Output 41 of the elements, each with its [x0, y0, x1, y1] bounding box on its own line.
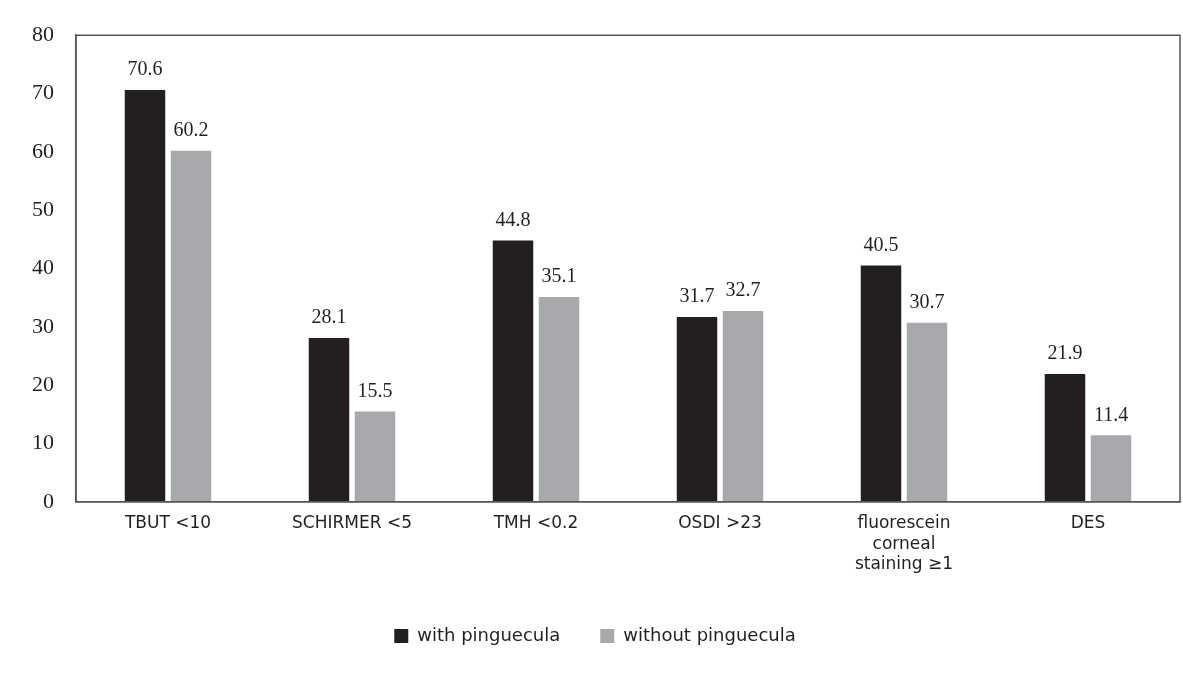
data-label: 40.5: [863, 232, 899, 255]
data-label: 32.7: [725, 278, 761, 301]
x-tick-label: fluorescein corneal staining ≥1: [854, 512, 954, 574]
bar: [170, 150, 212, 502]
bar: [906, 322, 948, 502]
data-label: 44.8: [495, 207, 531, 230]
bar: [308, 337, 350, 502]
data-label: 11.4: [1093, 402, 1129, 425]
bar: [676, 316, 718, 502]
x-tick-label: SCHIRMER <5: [292, 512, 412, 533]
y-tick-label: 10: [32, 429, 54, 455]
x-tick-label: TMH <0.2: [492, 512, 579, 533]
x-tick-label: OSDI >23: [678, 512, 762, 533]
y-tick-label: 0: [43, 487, 54, 513]
data-label: 35.1: [541, 264, 577, 287]
bar: [860, 265, 902, 502]
x-tick-label: DES: [1070, 512, 1106, 533]
legend-label: with pinguecula: [417, 623, 561, 645]
y-tick-label: 20: [32, 370, 54, 396]
legend-label: without pinguecula: [623, 623, 796, 645]
bar: [538, 297, 580, 502]
data-label: 15.5: [357, 378, 393, 401]
y-tick-label: 30: [32, 312, 54, 338]
y-tick-label: 70: [32, 79, 54, 105]
y-tick-label: 80: [32, 20, 54, 46]
bar: [1090, 435, 1132, 502]
data-label: 70.6: [127, 57, 163, 80]
data-label: 28.1: [311, 305, 347, 328]
bar: [1044, 374, 1086, 502]
y-tick-label: 60: [32, 137, 54, 163]
y-tick-label: 50: [32, 195, 54, 221]
data-label: 30.7: [909, 289, 945, 312]
bar: [492, 240, 534, 502]
x-tick-label: TBUT <10: [123, 512, 212, 533]
bar: [124, 90, 166, 502]
bar: [722, 311, 764, 502]
bar: [354, 411, 396, 502]
y-tick-label: 40: [32, 254, 54, 280]
data-label: 31.7: [679, 284, 715, 307]
data-label: 60.2: [173, 117, 209, 140]
data-label: 21.9: [1047, 341, 1083, 364]
